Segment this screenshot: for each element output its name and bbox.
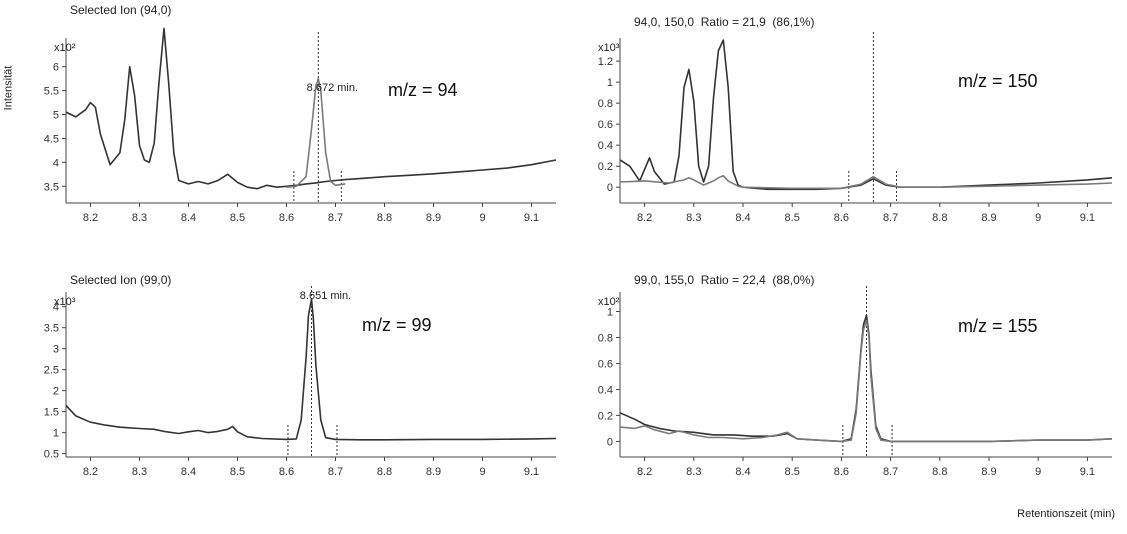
panel-4-y-tick-label: 0.4 bbox=[598, 384, 613, 396]
panel-2-x-tick-label: 8.7 bbox=[883, 212, 898, 224]
panel-2-series-2-line bbox=[619, 174, 1113, 190]
panel-4-x-tick-label: 9.1 bbox=[1080, 466, 1095, 478]
panel-3-x-tick-label: 8.9 bbox=[426, 466, 441, 478]
panel-2-x-tick-label: 8.9 bbox=[981, 212, 996, 224]
panel-3-title: Selected Ion (99,0) bbox=[70, 273, 172, 287]
panel-3-x-tick-label: 8.2 bbox=[83, 466, 98, 478]
panel-4-y-tick-label: 0.6 bbox=[598, 358, 613, 370]
panel-1-x-tick-label: 8.8 bbox=[377, 212, 392, 224]
panel-3-peak-label: 8.651 min. bbox=[300, 290, 351, 302]
panel-3-series-1-line bbox=[65, 298, 557, 441]
panel-1-y-tick-label: 4 bbox=[53, 157, 59, 169]
panel-1-y-tick-label: 4.5 bbox=[44, 133, 59, 145]
panel-2-y-tick-label: 0.4 bbox=[598, 140, 613, 152]
panel-3-annotation: m/z = 99 bbox=[362, 315, 432, 335]
panel-4-series-2-line bbox=[619, 319, 1113, 443]
panel-4-y-tick-label: 0.8 bbox=[598, 332, 613, 344]
panel-2-x-tick-label: 9.1 bbox=[1080, 212, 1095, 224]
panel-4-y-tick-label: 0 bbox=[607, 436, 613, 448]
panel-3-x-tick-label: 8.6 bbox=[279, 466, 294, 478]
panel-1-series-1-line bbox=[65, 27, 557, 190]
panel-4-magnitude: x10² bbox=[598, 296, 620, 308]
panel-1-x-tick-label: 9.1 bbox=[524, 212, 539, 224]
panel-4-x-tick-label: 8.9 bbox=[981, 466, 996, 478]
panel-1-peak-label: 8.672 min. bbox=[307, 82, 358, 94]
panel-3-y-tick-label: 3 bbox=[53, 344, 59, 356]
panel-4-x-tick-label: 9 bbox=[1035, 466, 1041, 478]
panel-4-x-tick-label: 8.7 bbox=[883, 466, 898, 478]
panel-4-annotation: m/z = 155 bbox=[958, 316, 1038, 336]
panel-4-y-tick-label: 1 bbox=[607, 306, 613, 318]
panel-1-y-tick-label: 5 bbox=[53, 110, 59, 122]
panel-1-annotation: m/z = 94 bbox=[388, 80, 458, 100]
panel-3-y-tick-label: 2.5 bbox=[44, 365, 59, 377]
panel-3-y-tick-label: 3.5 bbox=[44, 323, 59, 335]
panel-2-y-tick-label: 0 bbox=[607, 182, 613, 194]
panel-1-y-tick-label: 5.5 bbox=[44, 86, 59, 98]
panel-1-x-tick-label: 8.6 bbox=[279, 212, 294, 224]
panel-4-x-tick-label: 8.6 bbox=[834, 466, 849, 478]
panel-1-x-tick-label: 9 bbox=[479, 212, 485, 224]
panel-3-x-tick-label: 9 bbox=[479, 466, 485, 478]
panel-1-x-tick-label: 8.2 bbox=[83, 212, 98, 224]
panel-3-x-tick-label: 8.4 bbox=[181, 466, 196, 478]
panel-1-x-tick-label: 8.7 bbox=[328, 212, 343, 224]
panel-2-x-tick-label: 8.2 bbox=[637, 212, 652, 224]
panel-2-series-1-line bbox=[619, 39, 1113, 191]
panel-3-y-tick-label: 0.5 bbox=[44, 449, 59, 461]
panel-2-x-tick-label: 8.5 bbox=[785, 212, 800, 224]
panel-3-x-tick-label: 8.3 bbox=[132, 466, 147, 478]
panel-2-x-tick-label: 8.4 bbox=[735, 212, 750, 224]
panel-3-y-tick-label: 1 bbox=[53, 428, 59, 440]
panel-4-x-tick-label: 8.4 bbox=[735, 466, 750, 478]
panel-2-x-tick-label: 8.6 bbox=[834, 212, 849, 224]
panel-3-y-tick-label: 1.5 bbox=[44, 407, 59, 419]
panel-3-x-tick-label: 8.5 bbox=[230, 466, 245, 478]
panel-4-x-tick-label: 8.5 bbox=[785, 466, 800, 478]
panel-2-y-tick-label: 0.8 bbox=[598, 98, 613, 110]
panel-2-y-tick-label: 0.6 bbox=[598, 119, 613, 131]
panel-2-x-tick-label: 8.8 bbox=[932, 212, 947, 224]
panel-3-y-tick-label: 4 bbox=[53, 302, 59, 314]
panel-1-x-tick-label: 8.4 bbox=[181, 212, 196, 224]
panel-2-title: 94,0, 150,0 Ratio = 21,9 (86,1%) bbox=[634, 15, 815, 29]
panel-2-y-tick-label: 1 bbox=[607, 77, 613, 89]
panel-2-x-tick-label: 9 bbox=[1035, 212, 1041, 224]
panel-2-y-tick-label: 1.2 bbox=[598, 56, 613, 68]
panel-2-y-tick-label: 0.2 bbox=[598, 161, 613, 173]
panel-1-series-2-line bbox=[286, 77, 346, 188]
panel-2-x-tick-label: 8.3 bbox=[686, 212, 701, 224]
panel-1-y-tick-label: 6 bbox=[53, 62, 59, 74]
panel-1-magnitude: x10² bbox=[54, 42, 76, 54]
panel-3-x-tick-label: 9.1 bbox=[524, 466, 539, 478]
x-axis-label: Retentionszeit (min) bbox=[1017, 508, 1115, 520]
panel-3-x-tick-label: 8.7 bbox=[328, 466, 343, 478]
panel-4-x-tick-label: 8.2 bbox=[637, 466, 652, 478]
panel-1-x-tick-label: 8.3 bbox=[132, 212, 147, 224]
panel-4-x-tick-label: 8.8 bbox=[932, 466, 947, 478]
panel-3-x-tick-label: 8.8 bbox=[377, 466, 392, 478]
panel-1-title: Selected Ion (94,0) bbox=[70, 3, 172, 17]
panel-1-y-tick-label: 3.5 bbox=[44, 181, 59, 193]
panel-2-magnitude: x10³ bbox=[598, 42, 620, 54]
panel-2-annotation: m/z = 150 bbox=[958, 71, 1038, 91]
panel-4-y-tick-label: 0.2 bbox=[598, 410, 613, 422]
panel-4-title: 99,0, 155,0 Ratio = 22,4 (88,0%) bbox=[634, 273, 815, 287]
panel-1-x-tick-label: 8.5 bbox=[230, 212, 245, 224]
panel-3-y-tick-label: 2 bbox=[53, 386, 59, 398]
panel-3-magnitude: x10³ bbox=[54, 296, 76, 308]
panel-1-x-tick-label: 8.9 bbox=[426, 212, 441, 224]
panel-4-x-tick-label: 8.3 bbox=[686, 466, 701, 478]
